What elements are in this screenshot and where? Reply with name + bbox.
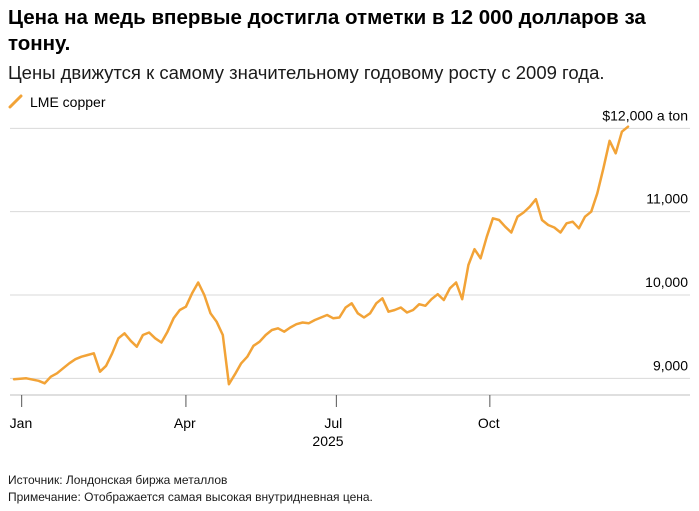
y-tick-label: 11,000 [646, 191, 688, 207]
series-line-lme-copper [12, 125, 630, 386]
y-tick-label: $12,000 a ton [602, 107, 688, 123]
legend: LME copper [8, 94, 105, 110]
x-tick-label: Jul [324, 415, 342, 431]
y-tick-label: 9,000 [653, 357, 688, 373]
chart-subtitle: Цены движутся к самому значительному год… [8, 62, 605, 83]
y-tick-label: 10,000 [645, 274, 688, 290]
year-label: 2025 [312, 433, 343, 449]
source-note: Источник: Лондонская биржа металлов [8, 473, 228, 487]
chart-title: Цена на медь впервые достигла отметки в … [8, 6, 646, 55]
x-tick-label: Oct [478, 415, 500, 431]
legend-label: LME copper [30, 94, 106, 110]
methodology-note: Примечание: Отображается самая высокая в… [8, 490, 373, 504]
x-tick-label: Jan [10, 415, 33, 431]
legend-line-icon [8, 94, 23, 109]
x-tick-label: Apr [174, 415, 196, 431]
